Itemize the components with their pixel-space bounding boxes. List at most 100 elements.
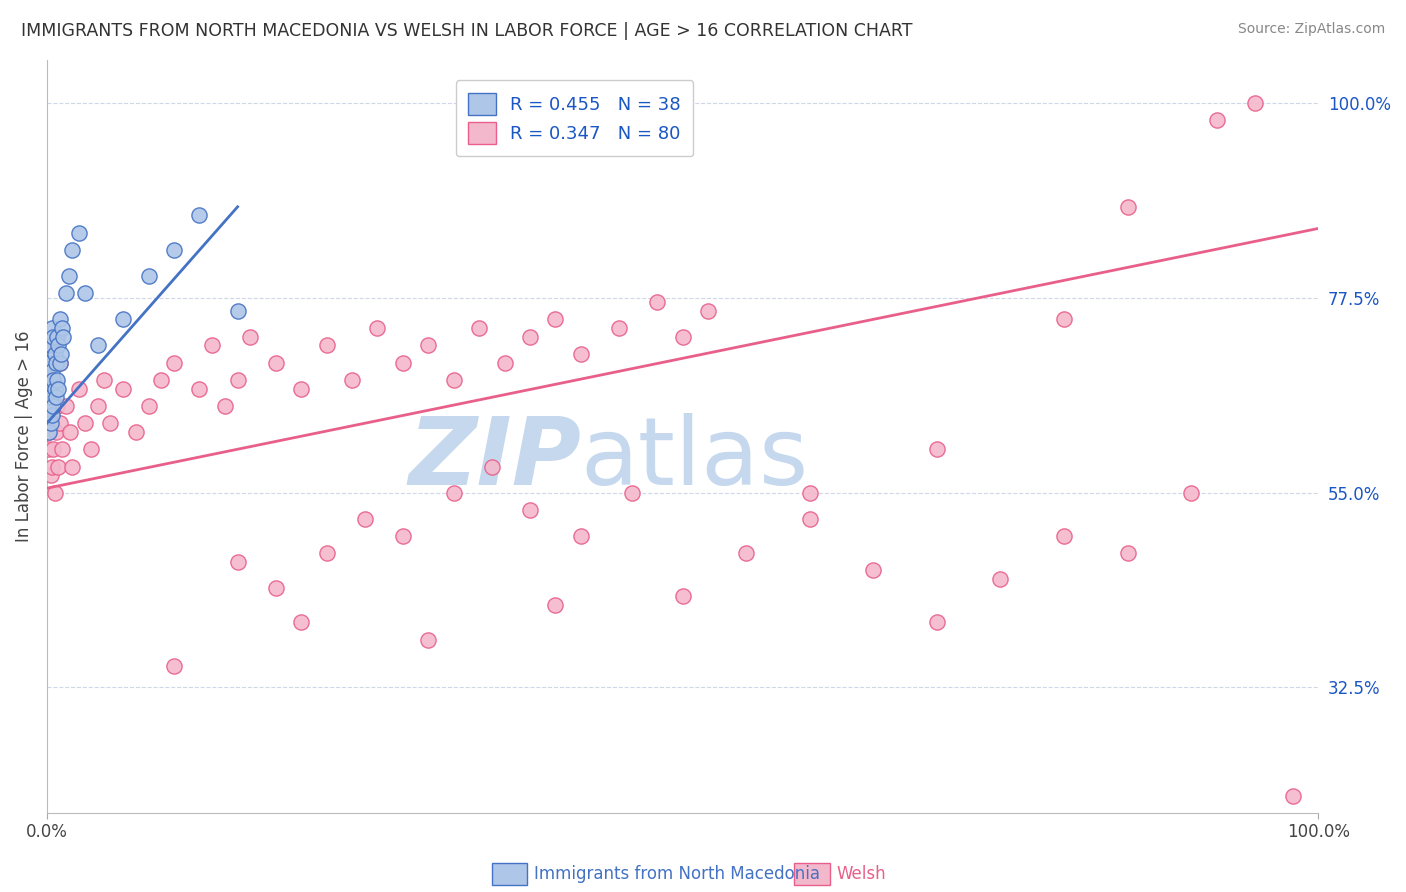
Text: ZIP: ZIP [408,413,581,505]
Point [42,399,65,413]
Point [41,459,63,474]
Point [1205,113,1227,128]
Point [188,382,211,396]
Point [112,312,135,326]
Point [58,268,80,283]
Point [188,209,211,223]
Point [418,338,440,352]
Point [1053,312,1076,326]
Point [163,243,186,257]
Point [607,321,630,335]
Point [138,399,160,413]
Text: atlas: atlas [581,413,808,505]
Point [87,338,110,352]
Point [481,459,503,474]
Point [239,329,262,343]
Point [468,321,491,335]
Point [80,442,103,457]
Point [55,399,77,413]
Point [42,442,65,457]
Point [44,382,66,396]
Point [925,442,948,457]
Point [41,364,63,378]
Point [697,303,720,318]
Point [392,356,415,370]
Text: Immigrants from North Macedonia: Immigrants from North Macedonia [534,865,820,883]
Point [392,529,415,543]
Point [60,243,83,257]
Point [443,485,465,500]
Point [49,347,72,361]
Point [519,503,541,517]
Point [100,417,122,431]
Point [51,442,73,457]
Point [38,382,60,396]
Point [48,356,70,370]
Point [39,390,62,404]
Point [48,417,70,431]
Point [264,581,287,595]
Point [1243,95,1265,110]
Point [150,373,173,387]
Point [42,373,65,387]
Point [201,338,224,352]
Point [37,373,59,387]
Legend: R = 0.455   N = 38, R = 0.347   N = 80: R = 0.455 N = 38, R = 0.347 N = 80 [456,80,693,156]
Point [38,356,60,370]
Point [163,658,186,673]
Point [46,373,69,387]
Point [671,590,693,604]
Point [315,338,337,352]
Point [290,615,312,630]
Point [569,529,592,543]
Point [45,356,67,370]
Point [990,572,1012,586]
Point [41,321,63,335]
Point [1116,200,1139,214]
Point [862,564,884,578]
Point [125,425,148,439]
Point [46,338,69,352]
Point [59,425,82,439]
Point [44,485,66,500]
Point [366,321,388,335]
Point [620,485,643,500]
Point [264,356,287,370]
Point [46,399,69,413]
Point [1116,546,1139,560]
Point [37,399,59,413]
Point [60,459,83,474]
Point [1053,529,1076,543]
Point [519,329,541,343]
Point [93,373,115,387]
Point [494,356,516,370]
Point [226,303,249,318]
Point [443,373,465,387]
Point [55,286,77,301]
Point [44,347,66,361]
Point [48,312,70,326]
Point [226,555,249,569]
Point [38,425,60,439]
Point [645,295,668,310]
Point [45,390,67,404]
Point [46,459,69,474]
Point [163,356,186,370]
Y-axis label: In Labor Force | Age > 16: In Labor Force | Age > 16 [15,331,32,542]
Point [39,417,62,431]
Point [112,382,135,396]
Point [87,399,110,413]
Point [735,546,758,560]
Point [42,329,65,343]
Point [67,382,90,396]
Point [226,373,249,387]
Point [569,347,592,361]
Point [418,632,440,647]
Point [67,226,90,240]
Point [46,329,69,343]
Point [925,615,948,630]
Text: IMMIGRANTS FROM NORTH MACEDONIA VS WELSH IN LABOR FORCE | AGE > 16 CORRELATION C: IMMIGRANTS FROM NORTH MACEDONIA VS WELSH… [21,22,912,40]
Point [290,382,312,396]
Point [1180,485,1202,500]
Text: Welsh: Welsh [837,865,886,883]
